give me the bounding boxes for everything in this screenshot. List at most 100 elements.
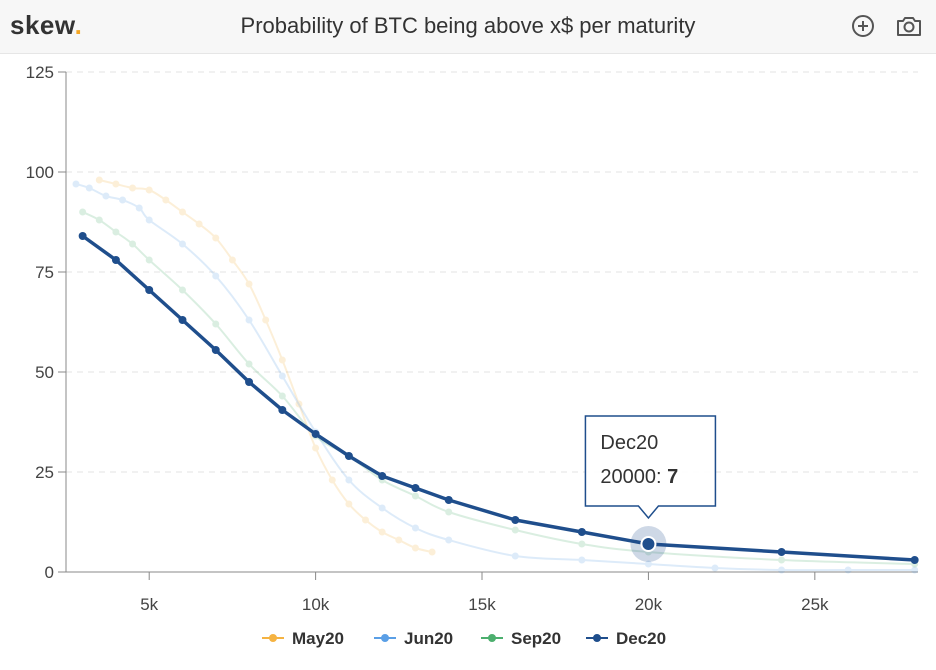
- legend-marker: [269, 634, 277, 642]
- chart-header: skew. Probability of BTC being above x$ …: [0, 0, 936, 54]
- data-point: [111, 256, 120, 264]
- data-point: [178, 208, 186, 216]
- data-point: [119, 196, 127, 204]
- data-point: [245, 316, 253, 324]
- data-point: [911, 566, 919, 574]
- data-point: [345, 476, 353, 484]
- data-point: [129, 240, 137, 248]
- series-may20: [95, 176, 436, 556]
- data-point: [278, 356, 286, 364]
- brand-logo: skew.: [10, 10, 82, 41]
- data-point: [411, 492, 419, 500]
- legend-item-jun20[interactable]: Jun20: [374, 629, 453, 648]
- data-point: [511, 516, 520, 524]
- data-point: [85, 184, 93, 192]
- series-line-jun20: [75, 183, 915, 572]
- brand-dot: .: [74, 10, 83, 40]
- data-point: [910, 556, 919, 564]
- data-point: [428, 548, 436, 556]
- zoom-in-icon[interactable]: [849, 12, 877, 40]
- camera-icon[interactable]: [895, 12, 923, 40]
- legend-label: Jun20: [404, 629, 453, 648]
- data-point: [195, 220, 203, 228]
- x-tick-label: 5k: [140, 595, 158, 614]
- tooltip: Dec20 20000: 7: [584, 415, 717, 562]
- data-point: [212, 320, 220, 328]
- x-tick-label: 15k: [468, 595, 496, 614]
- data-point: [112, 228, 120, 236]
- data-point: [245, 360, 253, 368]
- data-point: [578, 540, 586, 548]
- data-point: [278, 406, 287, 414]
- data-point: [145, 186, 153, 194]
- data-point: [644, 560, 652, 568]
- data-point: [344, 452, 353, 460]
- data-point: [112, 180, 120, 188]
- data-point: [311, 430, 320, 438]
- data-point: [511, 526, 519, 534]
- tooltip-y-value: 7: [667, 466, 678, 488]
- data-point: [228, 256, 236, 264]
- legend: May20 Jun20 Sep20 Dec20: [262, 629, 666, 648]
- data-point: [577, 528, 586, 536]
- data-point: [378, 504, 386, 512]
- data-point: [777, 548, 786, 556]
- legend-marker: [488, 634, 496, 642]
- data-point: [145, 256, 153, 264]
- data-point: [378, 472, 387, 480]
- data-point: [312, 444, 320, 452]
- tooltip-x-label: 20000:: [600, 466, 667, 488]
- hover-point[interactable]: [640, 536, 657, 552]
- data-point: [212, 272, 220, 280]
- data-point: [102, 192, 110, 200]
- data-point: [278, 372, 286, 380]
- y-tick-label: 100: [26, 163, 54, 182]
- data-point: [178, 240, 186, 248]
- data-point: [378, 528, 386, 536]
- data-point: [711, 564, 719, 572]
- y-tick-label: 125: [26, 63, 54, 82]
- y-tick-label: 75: [35, 263, 54, 282]
- tooltip-value-line: 20000: 7: [600, 466, 678, 488]
- x-tick-label: 10k: [302, 595, 330, 614]
- legend-item-dec20[interactable]: Dec20: [586, 629, 666, 648]
- data-point: [245, 280, 253, 288]
- data-point: [129, 184, 137, 192]
- data-point: [262, 316, 270, 324]
- series-line-dec20: [81, 234, 915, 562]
- data-point: [362, 516, 370, 524]
- data-point: [245, 378, 254, 386]
- data-point: [178, 286, 186, 294]
- x-tick-label: 20k: [635, 595, 663, 614]
- data-point: [411, 544, 419, 552]
- tooltip-box: [584, 415, 717, 520]
- data-point: [211, 346, 220, 354]
- legend-marker: [381, 634, 389, 642]
- y-tick-label: 50: [35, 363, 54, 382]
- data-point: [445, 536, 453, 544]
- legend-label: May20: [292, 629, 344, 648]
- legend-label: Dec20: [616, 629, 666, 648]
- grid-lines: [66, 71, 918, 473]
- data-point: [295, 400, 303, 408]
- probability-line-chart: 0 25 50 75 100 125 5k 10k 15k 20k 25k Dec20 20000: …: [26, 63, 919, 648]
- data-point: [278, 392, 286, 400]
- data-point: [178, 316, 187, 324]
- data-point: [145, 216, 153, 224]
- data-point: [145, 286, 154, 294]
- data-point: [95, 216, 103, 224]
- legend-marker: [593, 634, 601, 642]
- data-point: [578, 556, 586, 564]
- data-point: [511, 552, 519, 560]
- data-point: [844, 566, 852, 574]
- data-point: [411, 484, 420, 492]
- series-layer: [72, 176, 919, 574]
- legend-item-may20[interactable]: May20: [262, 629, 344, 648]
- data-point: [78, 232, 87, 240]
- data-point: [72, 180, 80, 188]
- data-point: [135, 204, 143, 212]
- data-point: [445, 508, 453, 516]
- legend-item-sep20[interactable]: Sep20: [481, 629, 561, 648]
- series-line-sep20: [82, 211, 915, 565]
- data-point: [162, 196, 170, 204]
